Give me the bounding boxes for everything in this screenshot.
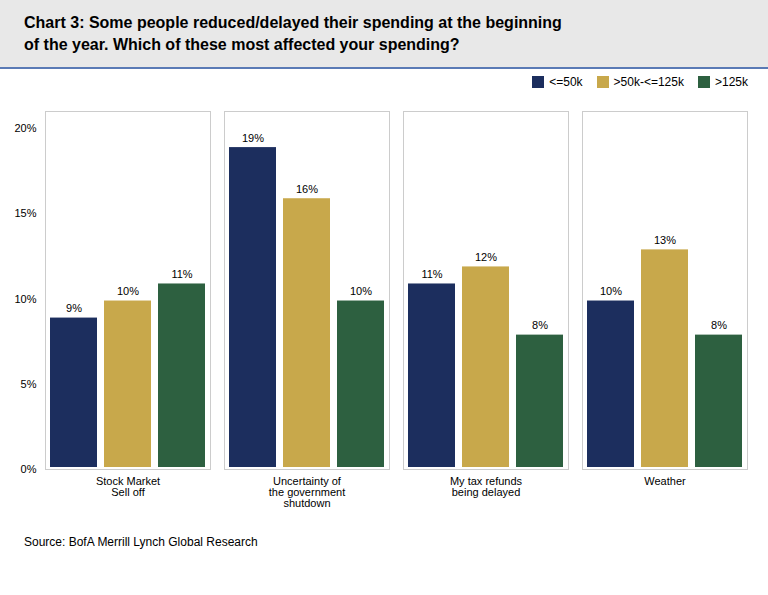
svg-text:11%: 11% xyxy=(171,268,192,280)
svg-text:10%: 10% xyxy=(600,285,622,297)
svg-text:0%: 0% xyxy=(21,463,37,475)
svg-text:Stock MarketSell off: Stock MarketSell off xyxy=(96,475,160,498)
svg-text:Weather: Weather xyxy=(644,475,686,487)
svg-text:19%: 19% xyxy=(242,132,264,144)
svg-text:10%: 10% xyxy=(350,285,372,297)
svg-text:20%: 20% xyxy=(14,122,36,134)
svg-text:15%: 15% xyxy=(14,207,36,219)
html-text:<=50k: <=50k xyxy=(549,75,583,90)
html-text:Source: BofA Merrill Lynch Glo: Source: BofA Merrill Lynch Global Resear… xyxy=(24,535,258,550)
svg-text:10%: 10% xyxy=(117,285,139,297)
html-text:>50k-<=125k: >50k-<=125k xyxy=(613,75,684,90)
svg-text:13%: 13% xyxy=(654,234,676,246)
html-text:>125k: >125k xyxy=(715,75,748,90)
svg-text:10%: 10% xyxy=(14,293,36,305)
svg-text:12%: 12% xyxy=(475,251,497,263)
html-text:Chart 3: Some people reduced/d: Chart 3: Some people reduced/delayed the… xyxy=(24,14,562,53)
svg-text:8%: 8% xyxy=(711,319,727,331)
svg-text:11%: 11% xyxy=(421,268,442,280)
svg-text:Uncertainty ofthe governmentsh: Uncertainty ofthe governmentshutdown xyxy=(269,475,345,509)
svg-text:9%: 9% xyxy=(66,302,82,314)
svg-text:My tax refundsbeing delayed: My tax refundsbeing delayed xyxy=(450,475,523,498)
svg-text:8%: 8% xyxy=(532,319,548,331)
svg-text:16%: 16% xyxy=(296,183,318,195)
svg-text:5%: 5% xyxy=(21,378,37,390)
